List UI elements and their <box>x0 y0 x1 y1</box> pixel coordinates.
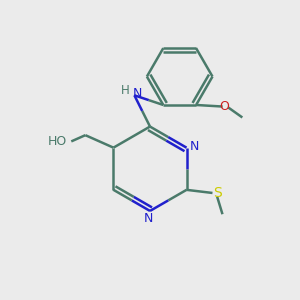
Text: H: H <box>121 84 129 97</box>
Text: N: N <box>144 212 153 225</box>
Text: O: O <box>219 100 229 113</box>
Text: HO: HO <box>47 135 67 148</box>
Text: N: N <box>133 87 142 100</box>
Text: N: N <box>190 140 199 153</box>
Text: S: S <box>213 186 221 200</box>
